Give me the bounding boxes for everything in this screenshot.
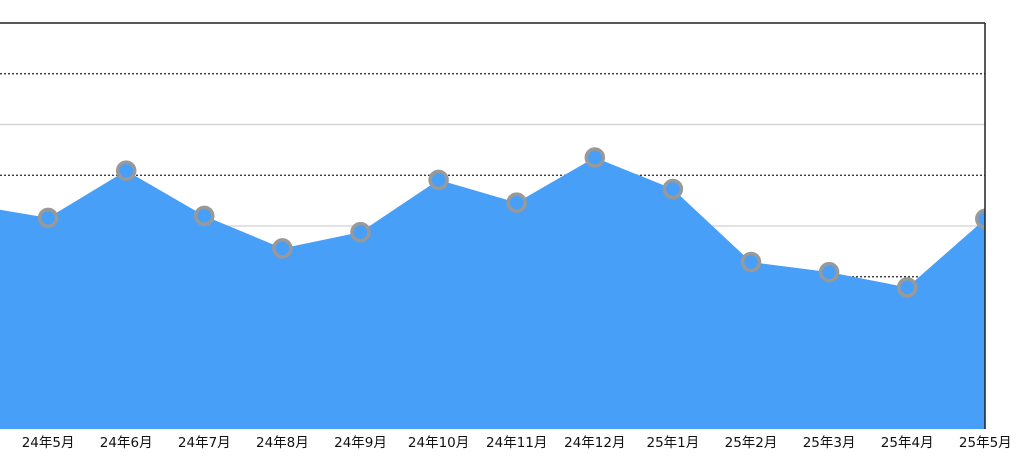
- marker: [896, 277, 918, 298]
- marker: [194, 205, 215, 227]
- x-tick-label: 24年9月: [334, 435, 387, 451]
- marker: [272, 238, 293, 259]
- x-tick-label: 25年1月: [647, 435, 700, 451]
- x-tick-label: 25年3月: [803, 435, 856, 451]
- x-tick-label: 24年10月: [408, 435, 469, 451]
- marker: [818, 261, 840, 283]
- marker: [506, 192, 527, 213]
- plot-area: [0, 73, 985, 429]
- marker: [740, 251, 762, 273]
- marker: [662, 178, 684, 200]
- marker: [115, 160, 137, 181]
- x-tick-label: 25年5月: [959, 435, 1012, 451]
- x-tick-label: 25年2月: [725, 435, 778, 451]
- x-tick-label: 24年12月: [564, 435, 625, 451]
- marker: [975, 208, 985, 230]
- marker: [428, 169, 449, 191]
- x-tick-label: 24年7月: [178, 435, 231, 451]
- x-tick-label: 24年8月: [256, 435, 309, 451]
- x-tick-label: 24年11月: [486, 435, 547, 451]
- area: [0, 157, 985, 429]
- x-tick-label: 24年6月: [100, 435, 153, 451]
- x-tick-label: 25年4月: [881, 435, 934, 451]
- marker: [37, 207, 59, 229]
- marker: [350, 221, 371, 243]
- marker: [584, 147, 606, 168]
- x-tick-label: 24年5月: [22, 435, 75, 451]
